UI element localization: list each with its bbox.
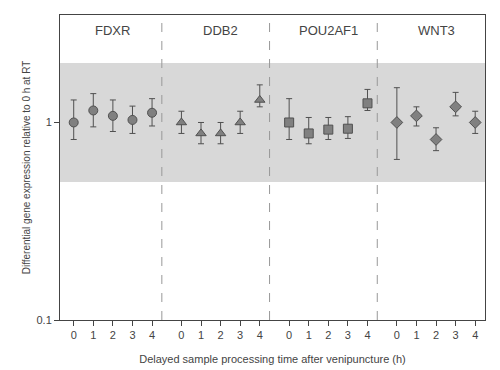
svg-text:3: 3	[237, 329, 243, 341]
svg-text:0: 0	[286, 329, 292, 341]
svg-text:0: 0	[394, 329, 400, 341]
svg-text:1: 1	[306, 329, 312, 341]
svg-text:POU2AF1: POU2AF1	[299, 23, 358, 38]
svg-text:4: 4	[364, 329, 370, 341]
svg-text:2: 2	[218, 329, 224, 341]
svg-text:2: 2	[110, 329, 116, 341]
svg-text:2: 2	[325, 329, 331, 341]
svg-text:3: 3	[129, 329, 135, 341]
svg-text:1: 1	[90, 329, 96, 341]
svg-text:DDB2: DDB2	[203, 23, 238, 38]
svg-text:0: 0	[71, 329, 77, 341]
svg-text:1: 1	[46, 116, 52, 128]
svg-text:4: 4	[472, 329, 478, 341]
svg-text:4: 4	[257, 329, 263, 341]
svg-text:FDXR: FDXR	[95, 23, 130, 38]
svg-text:0.1: 0.1	[37, 314, 52, 326]
svg-text:0: 0	[178, 329, 184, 341]
svg-text:3: 3	[453, 329, 459, 341]
svg-text:4: 4	[149, 329, 155, 341]
svg-text:2: 2	[433, 329, 439, 341]
svg-text:1: 1	[413, 329, 419, 341]
svg-text:1: 1	[198, 329, 204, 341]
svg-text:3: 3	[345, 329, 351, 341]
svg-text:WNT3: WNT3	[418, 23, 455, 38]
svg-text:Delayed sample processing time: Delayed sample processing time after ven…	[139, 353, 406, 365]
svg-text:Differential gene expression r: Differential gene expression relative to…	[21, 61, 32, 275]
